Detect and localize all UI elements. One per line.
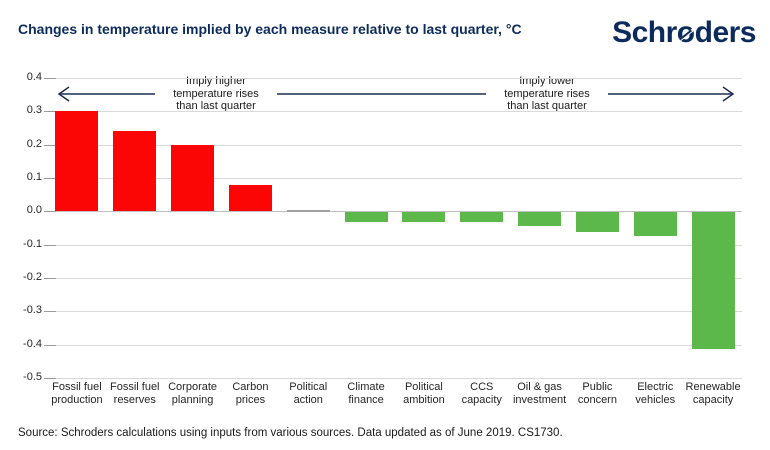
tick-mark [44, 244, 56, 246]
category-label: Political ambition [403, 381, 445, 406]
category-label: CCS capacity [461, 381, 502, 406]
bar [113, 131, 157, 212]
category-label: Renewable capacity [685, 381, 741, 406]
logo-text-left: Schr [612, 16, 677, 49]
bar [286, 209, 330, 212]
plot-area: Imply higher temperature rises than last… [23, 71, 742, 406]
bar [228, 184, 272, 212]
logo-text-right: ders [694, 16, 757, 49]
category-label: Political action [289, 381, 328, 406]
tick-mark [44, 278, 56, 279]
tick-mark [44, 111, 56, 113]
bar [460, 212, 504, 223]
grid-line [48, 278, 742, 279]
grid-line [48, 211, 742, 213]
y-axis-label: -0.3 [23, 304, 42, 317]
y-axis-label: -0.2 [23, 271, 42, 283]
grid-line [48, 78, 742, 79]
tick-mark [44, 144, 56, 146]
y-axis-label: 0.0 [26, 204, 42, 217]
bar [691, 212, 735, 349]
bar [575, 212, 619, 233]
tick-mark [44, 78, 56, 79]
arrow-right-head-icon [722, 86, 735, 102]
y-axis-label: -0.4 [23, 337, 42, 350]
grid-line [48, 344, 742, 346]
grid-line [48, 144, 742, 146]
y-axis-label: 0.3 [26, 104, 42, 117]
grid-line [48, 378, 742, 379]
tick-mark [44, 178, 56, 179]
y-axis-label: -0.1 [23, 237, 42, 250]
bar [171, 144, 215, 212]
annotation-imply-higher: Imply higher temperature rises than last… [155, 75, 277, 113]
y-axis-label: 0.4 [26, 71, 42, 83]
y-axis-label: 0.1 [26, 171, 42, 183]
bar [55, 111, 99, 212]
tick-mark [44, 311, 56, 313]
y-axis-label: -0.5 [23, 371, 42, 383]
category-label: Public concern [577, 381, 617, 406]
category-label: Fossil fuel reserves [109, 381, 160, 406]
tick-mark [44, 211, 56, 213]
grid-line [48, 178, 742, 179]
logo-slashed-o-icon: o [676, 16, 695, 49]
bar [402, 212, 446, 223]
annotation-imply-lower: Imply lower temperature rises than last … [486, 75, 608, 113]
direction-arrows [57, 86, 735, 102]
category-label: Climate finance [347, 381, 385, 406]
category-label: Oil & gas investment [512, 381, 567, 406]
schroders-logo: Schroders [612, 16, 756, 50]
tick-mark [44, 378, 56, 379]
y-axis-label: 0.2 [26, 137, 42, 150]
source-note: Source: Schroders calculations using inp… [18, 427, 563, 439]
category-label: Carbon prices [232, 381, 269, 406]
category-label: Electric vehicles [635, 381, 676, 406]
bar [633, 212, 677, 236]
bar [344, 212, 388, 223]
tick-mark [44, 344, 56, 346]
grid-line [48, 311, 742, 313]
grid-line [48, 111, 742, 113]
grid-line [48, 244, 742, 246]
chart-title: Changes in temperature implied by each m… [18, 21, 522, 37]
bar [518, 212, 562, 226]
category-label: Fossil fuel production [51, 381, 103, 406]
category-label: Corporate planning [168, 381, 218, 406]
arrow-left-head-icon [57, 86, 70, 102]
